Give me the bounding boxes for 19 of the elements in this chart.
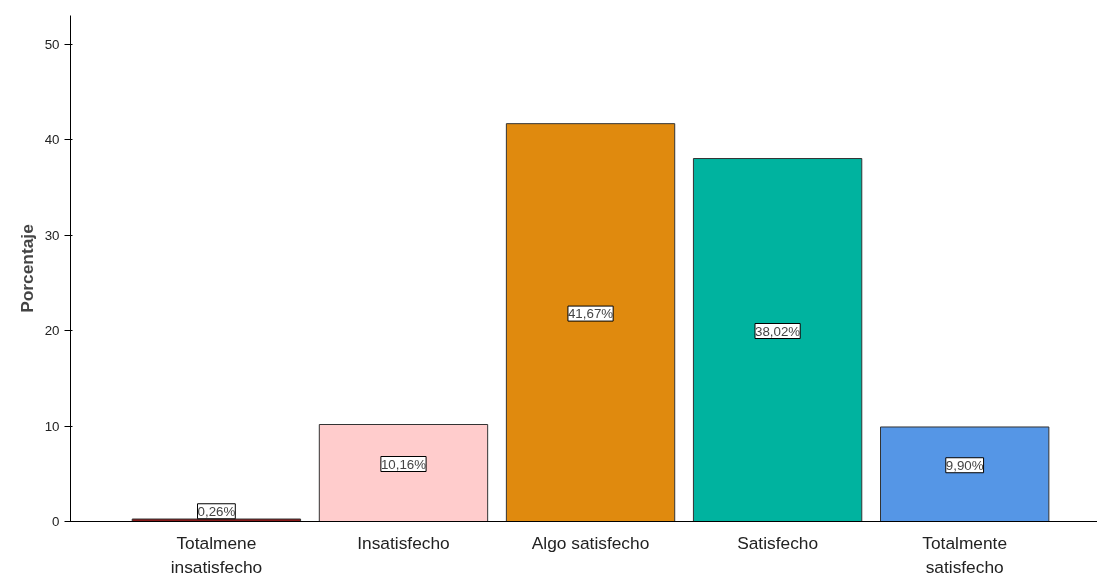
x-tick-label: Insatisfecho xyxy=(357,532,450,553)
bar xyxy=(692,158,863,522)
bar xyxy=(880,426,1050,522)
x-tick-label: Totalmente satisfecho xyxy=(922,532,1008,577)
x-tick-label: Algo satisfecho xyxy=(531,532,650,553)
y-tick-label: 0 xyxy=(52,514,60,529)
bar xyxy=(505,123,676,522)
bar xyxy=(131,518,302,522)
y-axis-title: Porcentaje xyxy=(16,223,37,313)
y-tick-label: 40 xyxy=(44,132,60,148)
bar xyxy=(318,424,489,522)
x-tick-label: Satisfecho xyxy=(737,532,819,553)
y-tick-label: 20 xyxy=(44,323,60,339)
data-label: 9,90% xyxy=(945,457,984,473)
y-tick-label: 30 xyxy=(44,227,60,243)
data-label: 0,26% xyxy=(197,503,236,519)
y-tick-label: 50 xyxy=(44,36,60,52)
x-tick-label: Totalmene insatisfecho xyxy=(170,532,263,577)
y-tick-label: 10 xyxy=(44,418,60,434)
